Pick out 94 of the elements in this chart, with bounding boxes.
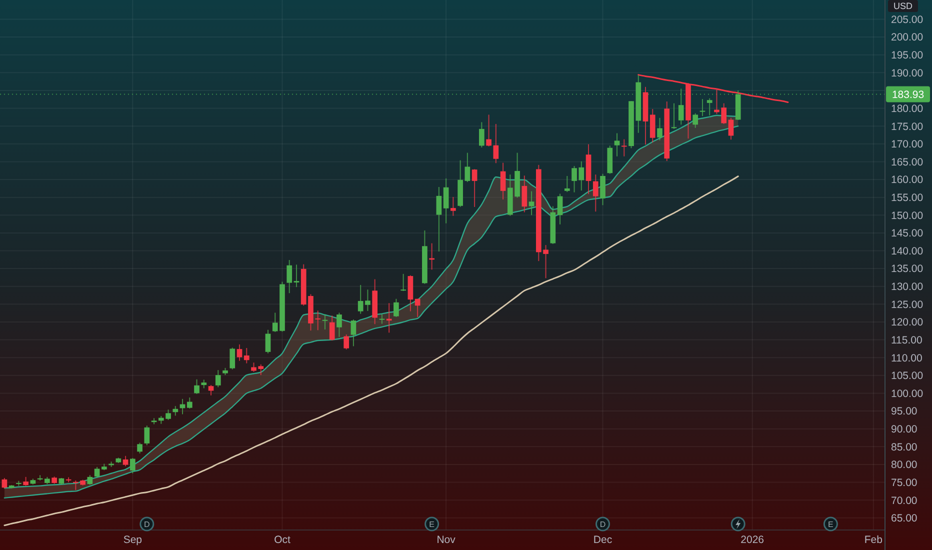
y-tick-label: 190.00 xyxy=(891,67,924,80)
y-tick-label: 75.00 xyxy=(891,476,918,489)
candlestick xyxy=(700,98,706,117)
y-tick-label: 150.00 xyxy=(891,210,924,222)
y-tick-label: 205.00 xyxy=(891,14,924,26)
candlestick xyxy=(443,178,449,224)
y-tick-label: 110.00 xyxy=(891,352,922,364)
candlestick xyxy=(650,108,656,143)
candlestick xyxy=(479,122,484,148)
candlestick xyxy=(172,406,178,416)
candlestick xyxy=(564,175,570,192)
y-tick-label: 70.00 xyxy=(891,494,918,507)
candlestick xyxy=(394,298,399,318)
y-tick-label: 135.00 xyxy=(891,263,924,276)
y-tick-label: 95.00 xyxy=(891,406,918,418)
annotation: D xyxy=(144,520,150,529)
candlestick xyxy=(414,298,420,318)
candlestick xyxy=(429,242,434,270)
candlestick xyxy=(500,162,506,200)
y-tick-label: 85.00 xyxy=(891,441,918,454)
x-tick-label: Dec xyxy=(593,534,612,546)
candlestick xyxy=(230,347,236,370)
x-tick-label: Feb xyxy=(864,534,883,546)
candlestick xyxy=(600,173,606,206)
y-tick-label: 175.00 xyxy=(891,120,924,133)
annotation: E xyxy=(429,520,434,529)
y-tick-label: 90.00 xyxy=(891,424,918,436)
candlestick xyxy=(408,274,414,312)
candlestick xyxy=(522,175,528,213)
y-tick-label: 160.00 xyxy=(891,174,924,186)
candlestick xyxy=(436,186,442,252)
candlestick xyxy=(464,152,470,183)
candlestick xyxy=(329,315,335,342)
candlestick xyxy=(236,344,242,362)
candlestick xyxy=(244,347,250,364)
annotation: D xyxy=(600,520,606,529)
candlestick xyxy=(122,455,128,467)
candlestick xyxy=(379,314,385,324)
annotation: E xyxy=(828,520,834,529)
candlestick xyxy=(144,425,150,446)
x-tick-label: Nov xyxy=(436,534,456,546)
y-tick-label: 105.00 xyxy=(891,370,924,382)
y-tick-label: 125.00 xyxy=(891,298,924,311)
y-tick-label: 130.00 xyxy=(891,281,924,294)
y-tick-label: 145.00 xyxy=(891,228,924,240)
candlestick xyxy=(186,397,192,410)
candlestick xyxy=(194,378,200,394)
candlestick xyxy=(450,196,456,216)
y-tick-label: 195.00 xyxy=(891,50,924,62)
y-tick-label: 165.00 xyxy=(891,156,924,168)
candlestick xyxy=(528,190,534,216)
candlestick xyxy=(493,123,499,164)
candlestick xyxy=(472,168,478,208)
candlestick xyxy=(322,314,328,330)
candlestick xyxy=(208,384,214,396)
candlestick xyxy=(592,174,598,212)
candlestick xyxy=(94,466,100,478)
candlestick xyxy=(657,117,662,141)
y-tick-label: 170.00 xyxy=(891,138,924,151)
ref-line-label: 183.93 xyxy=(892,88,924,101)
candlestick xyxy=(400,273,406,292)
y-tick-label: 180.00 xyxy=(891,102,924,115)
candlestick xyxy=(336,312,342,338)
candlestick xyxy=(692,112,698,128)
candlestick xyxy=(130,458,136,474)
y-tick-label: 200.00 xyxy=(891,32,924,44)
y-tick-label: 65.00 xyxy=(891,512,918,525)
x-tick-label: Oct xyxy=(274,534,290,546)
candlestick xyxy=(87,474,93,486)
x-tick-label: Sep xyxy=(123,534,142,546)
y-axis-title: USD xyxy=(893,1,913,12)
x-tick-label: 2026 xyxy=(740,534,764,546)
candlestick xyxy=(137,442,142,454)
candlestick xyxy=(344,334,350,350)
candlestick xyxy=(350,318,356,347)
y-tick-label: 100.00 xyxy=(891,388,924,400)
candlestick xyxy=(265,329,271,354)
y-tick-label: 80.00 xyxy=(891,459,918,472)
y-tick-label: 115.00 xyxy=(891,334,922,346)
candlestick xyxy=(486,114,492,147)
y-tick-label: 140.00 xyxy=(891,245,924,258)
y-tick-label: 155.00 xyxy=(891,192,924,204)
candlestick xyxy=(614,132,620,157)
candlestick xyxy=(286,260,292,294)
line-series xyxy=(4,176,739,526)
candlestick xyxy=(294,264,300,288)
candlestick xyxy=(2,477,8,489)
y-tick-label: 120.00 xyxy=(891,316,924,329)
candlestick xyxy=(557,193,563,225)
candlestick xyxy=(215,370,221,388)
candlestick xyxy=(706,98,712,116)
candlestick xyxy=(621,138,627,157)
candlestick xyxy=(671,102,677,130)
candlestick xyxy=(728,117,734,140)
